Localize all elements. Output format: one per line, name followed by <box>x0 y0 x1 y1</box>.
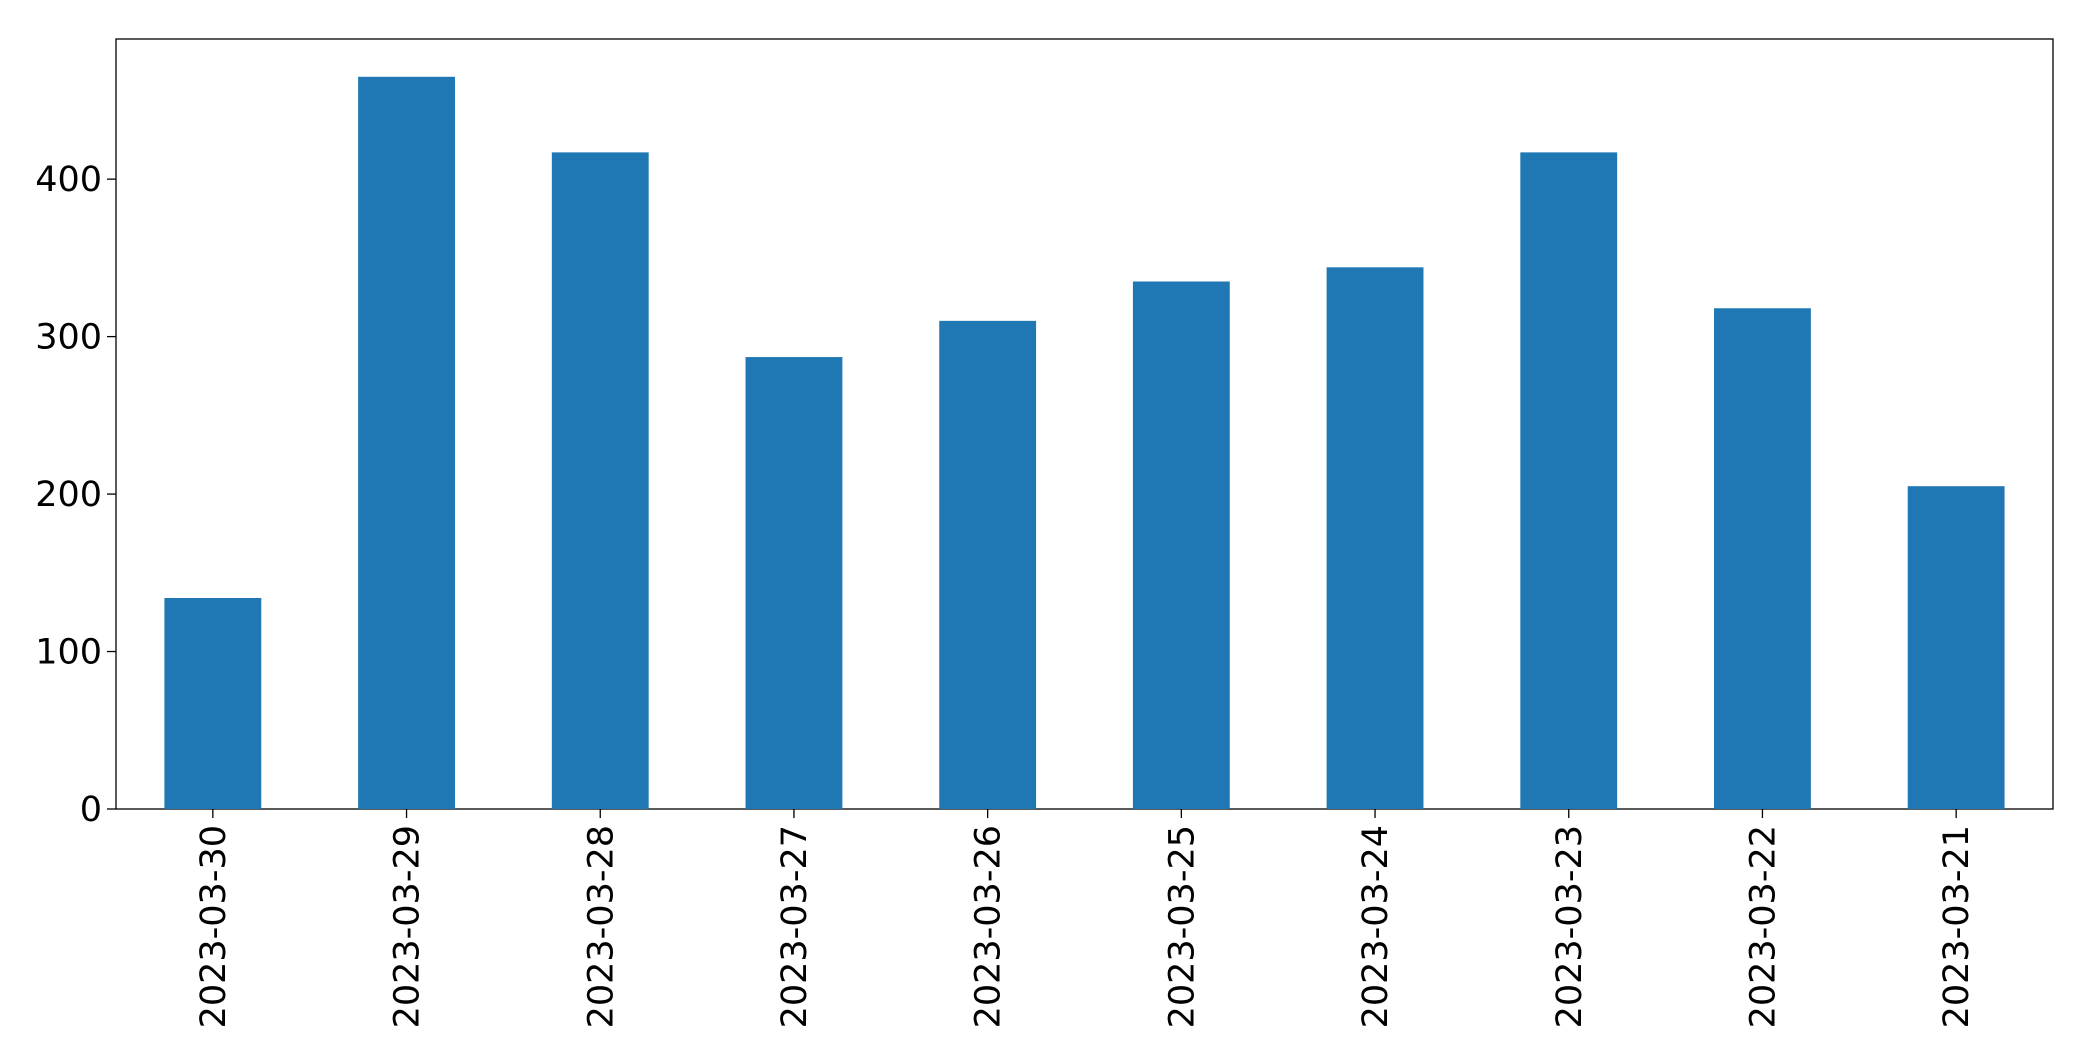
x-tick-label: 2023-03-21 <box>1937 825 1977 1028</box>
y-tick-label: 400 <box>35 160 102 200</box>
x-tick-label: 2023-03-25 <box>1162 825 1202 1028</box>
x-tick-label: 2023-03-23 <box>1550 825 1590 1028</box>
bar <box>358 76 455 810</box>
plot-frame <box>115 38 2054 810</box>
y-tick-label: 200 <box>35 475 102 515</box>
bar <box>1907 486 2005 809</box>
x-tick-label: 2023-03-22 <box>1743 825 1783 1028</box>
y-tick-label: 0 <box>80 790 102 830</box>
bar <box>164 597 262 809</box>
y-tick-label: 100 <box>35 633 102 673</box>
x-tick-label: 2023-03-29 <box>388 825 428 1028</box>
x-tick-label: 2023-03-26 <box>969 825 1009 1028</box>
bar <box>1520 152 1618 809</box>
y-tick-label: 300 <box>35 318 102 358</box>
x-tick-label: 2023-03-24 <box>1356 825 1396 1028</box>
bar <box>1714 308 1811 809</box>
bar <box>1132 281 1230 809</box>
bar <box>939 320 1037 809</box>
bar <box>551 152 649 809</box>
x-tick-label: 2023-03-28 <box>581 825 621 1028</box>
bar <box>1326 267 1424 809</box>
x-tick-label: 2023-03-30 <box>194 825 234 1028</box>
x-tick-label: 2023-03-27 <box>775 825 815 1028</box>
bar <box>745 357 843 809</box>
